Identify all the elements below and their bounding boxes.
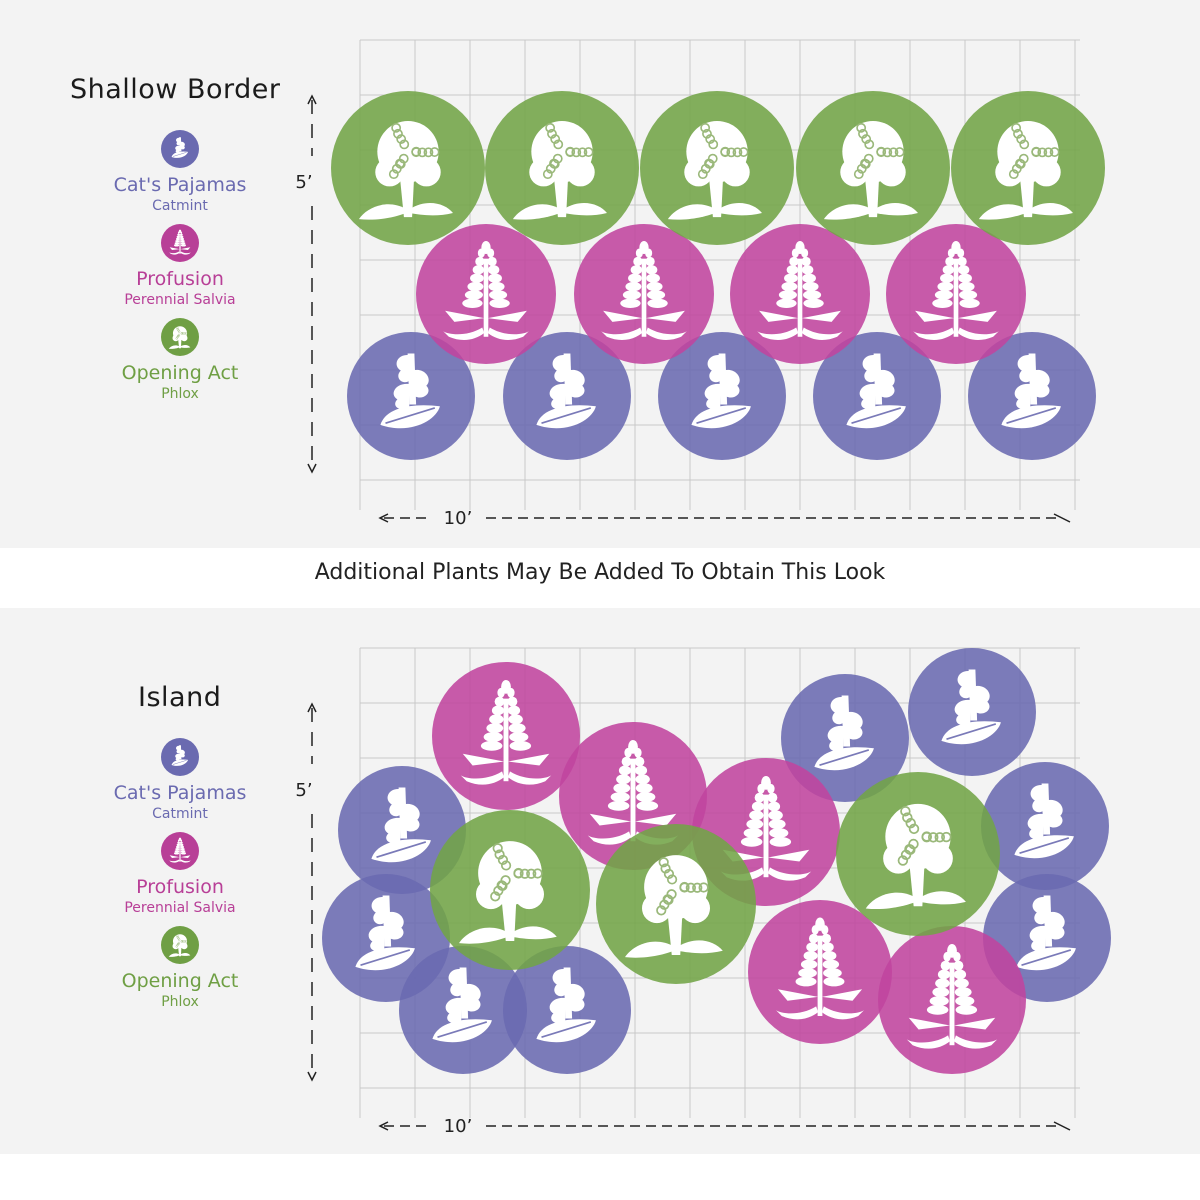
salvia-plant-mark <box>878 926 1026 1074</box>
salvia-plant-mark <box>730 224 870 364</box>
catmint-icon <box>161 738 199 776</box>
catmint-plant-mark <box>503 332 631 460</box>
legend-name: Opening Act <box>121 970 239 992</box>
catmint-plant-mark <box>503 946 631 1074</box>
dimension-lines <box>307 94 1071 523</box>
phlox-icon <box>161 318 199 356</box>
catmint-plant-mark <box>813 332 941 460</box>
plan-title: Shallow Border <box>70 74 281 105</box>
phlox-plant-mark <box>331 91 485 245</box>
phlox-plant-mark <box>796 91 950 245</box>
phlox-icon <box>161 926 199 964</box>
catmint-plant-mark <box>968 332 1096 460</box>
phlox-plant-mark <box>596 824 756 984</box>
legend-sub: Catmint <box>152 198 208 214</box>
legend-name: Cat's Pajamas <box>113 174 247 196</box>
salvia-plant-mark <box>886 224 1026 364</box>
phlox-plant-mark <box>430 810 590 970</box>
salvia-plant-mark <box>432 662 580 810</box>
shallow-border-panel: 5’ 10’ Shallow Border Cat's Pajamas Catmi… <box>0 0 1200 548</box>
catmint-plant-mark <box>338 766 466 894</box>
width-label: 10’ <box>444 508 473 529</box>
salvia-icon <box>161 832 199 870</box>
catmint-plant-mark <box>347 332 475 460</box>
catmint-plant-mark <box>781 674 909 802</box>
salvia-plant-mark <box>416 224 556 364</box>
legend-sub: Perennial Salvia <box>124 900 236 916</box>
legend-name: Opening Act <box>121 362 239 384</box>
catmint-icon <box>161 130 199 168</box>
banner-note: Additional Plants May Be Added To Obtain… <box>314 560 886 585</box>
catmint-plant-mark <box>399 946 527 1074</box>
legend-name: Profusion <box>136 876 224 898</box>
phlox-plant-mark <box>485 91 639 245</box>
catmint-plant-mark <box>981 762 1109 890</box>
legend-sub: Catmint <box>152 806 208 822</box>
catmint-plant-mark <box>908 648 1036 776</box>
plan-title: Island <box>138 682 222 713</box>
salvia-icon <box>161 224 199 262</box>
phlox-plant-mark <box>640 91 794 245</box>
legend-name: Profusion <box>136 268 224 290</box>
legend-sub: Phlox <box>161 386 199 402</box>
legend-sub: Phlox <box>161 994 199 1010</box>
island-panel: 5’ 10’ Island Cat's Pajamas Catmint Profu… <box>0 608 1200 1154</box>
depth-label: 5’ <box>295 780 312 801</box>
phlox-plant-mark <box>951 91 1105 245</box>
island-plan: 5’ 10’ <box>295 647 1111 1137</box>
legend-sub: Perennial Salvia <box>124 292 236 308</box>
dimension-lines <box>307 702 1071 1131</box>
legend-name: Cat's Pajamas <box>113 782 247 804</box>
shallow-border-plan: 5’ 10’ <box>295 39 1105 529</box>
salvia-plant-mark <box>748 900 892 1044</box>
catmint-plant-mark <box>658 332 786 460</box>
phlox-plant-mark <box>836 772 1000 936</box>
width-label: 10’ <box>444 1116 473 1137</box>
salvia-plant-mark <box>574 224 714 364</box>
depth-label: 5’ <box>295 172 312 193</box>
